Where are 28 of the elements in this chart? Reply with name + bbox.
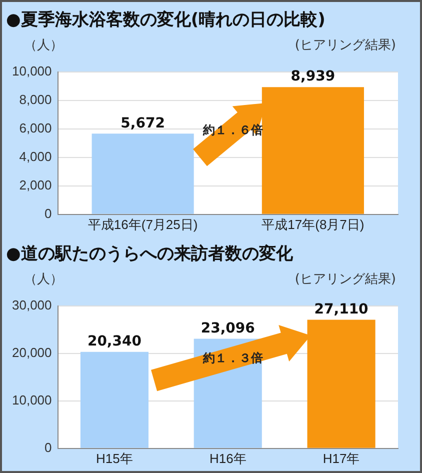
- x-tick-label: H17年: [322, 450, 360, 466]
- data-label: 27,110: [314, 301, 369, 318]
- y-tick-label: 10,000: [12, 392, 52, 408]
- x-tick-label: 平成17年(8月7日): [262, 216, 364, 232]
- chart-subtitle: (ヒアリング結果): [294, 37, 396, 54]
- chart-title: ●道の駅たのうらへの来訪者数の変化: [6, 243, 293, 265]
- annotation: 約１．３倍: [202, 350, 263, 367]
- y-tick-label: 4,000: [19, 149, 52, 164]
- data-label: 23,096: [200, 320, 255, 336]
- x-tick-label: H16年: [209, 450, 246, 466]
- chart-title: ●夏季海水浴客数の変化(晴れの日の比較): [6, 9, 326, 31]
- x-tick-label: 平成16年(7月25日): [88, 216, 198, 232]
- y-tick-label: 20,000: [12, 345, 52, 360]
- bar: [80, 352, 148, 448]
- data-label: 5,672: [120, 115, 165, 132]
- y-tick-label: 6,000: [19, 120, 52, 136]
- data-label: 8,939: [290, 68, 336, 85]
- y-tick-label: 2,000: [19, 178, 52, 192]
- y-tick-label: 0: [44, 440, 52, 455]
- y-tick-label: 10,000: [12, 64, 52, 79]
- data-label: 20,340: [87, 333, 142, 350]
- y-axis-title: （人）: [24, 271, 63, 288]
- chart-subtitle: (ヒアリング結果): [294, 271, 396, 288]
- y-axis-title: （人）: [24, 37, 63, 54]
- x-tick-label: H15年: [96, 450, 133, 466]
- y-tick-label: 8,000: [19, 92, 52, 108]
- y-tick-label: 0: [44, 206, 52, 221]
- y-tick-label: 30,000: [12, 298, 52, 313]
